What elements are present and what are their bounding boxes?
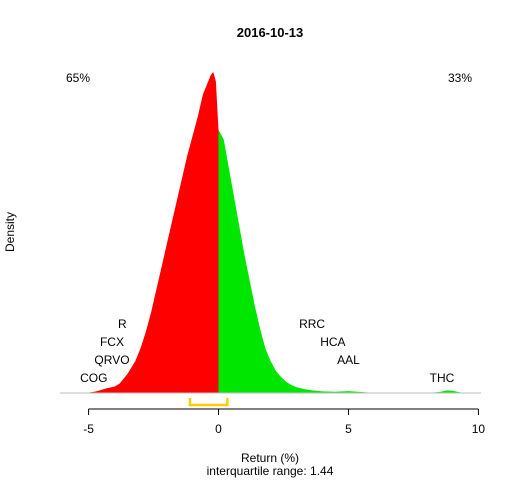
- ticker-label: THC: [430, 371, 455, 385]
- negative-density-area: [86, 72, 219, 393]
- negative-share-label: 65%: [66, 71, 90, 85]
- x-axis-ticks: -5 0 5 10: [83, 409, 485, 436]
- ticker-annotations: R FCX QRVO COG RRC HCA AAL THC: [80, 317, 455, 385]
- ticker-label: AAL: [337, 353, 360, 367]
- positive-density-area: [218, 129, 468, 394]
- chart-title: 2016-10-13: [237, 25, 304, 40]
- x-axis-label: Return (%): [241, 451, 299, 465]
- positive-share-label: 33%: [448, 71, 472, 85]
- x-tick-label: 0: [215, 422, 222, 436]
- x-tick-label: -5: [83, 422, 94, 436]
- ticker-label: COG: [80, 371, 107, 385]
- x-tick-label: 10: [472, 422, 486, 436]
- ticker-label: HCA: [320, 335, 345, 349]
- ticker-label: QRVO: [94, 353, 129, 367]
- y-axis-label: Density: [3, 212, 17, 252]
- ticker-label: FCX: [100, 335, 124, 349]
- chart-subtitle: interquartile range: 1.44: [207, 464, 334, 478]
- ticker-label: R: [118, 317, 127, 331]
- ticker-label: RRC: [299, 317, 325, 331]
- iqr-bracket: [188, 398, 229, 407]
- x-tick-label: 5: [345, 422, 352, 436]
